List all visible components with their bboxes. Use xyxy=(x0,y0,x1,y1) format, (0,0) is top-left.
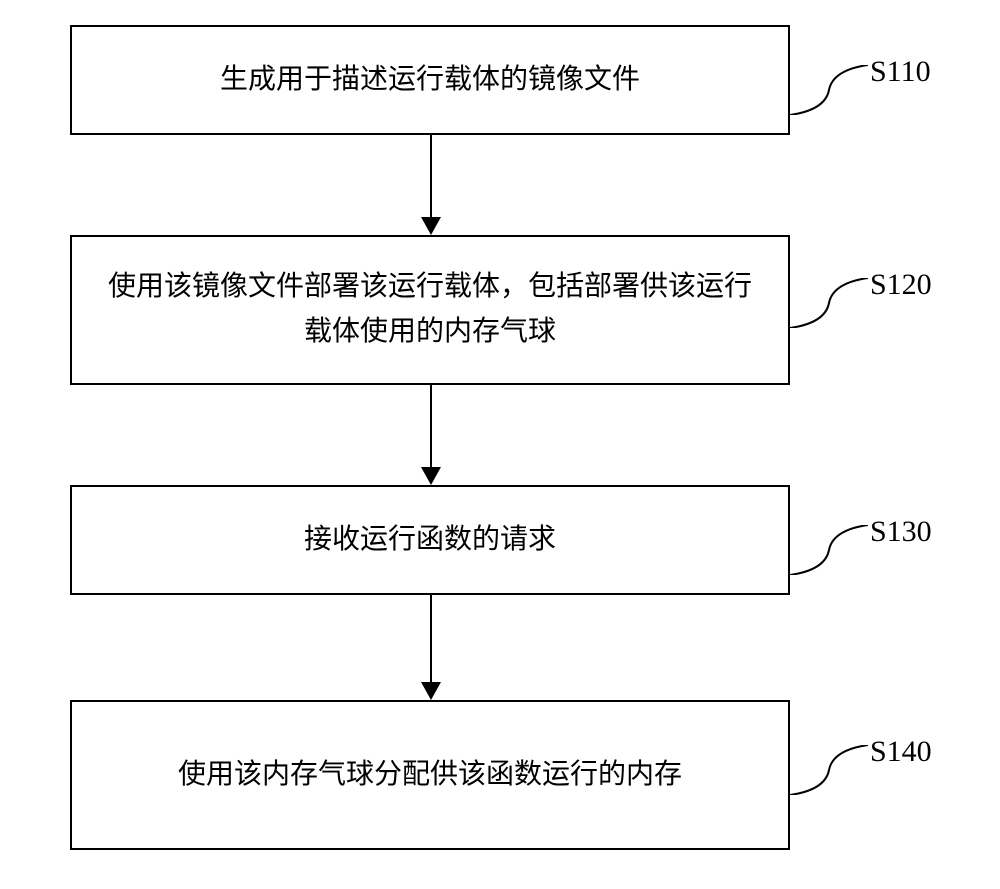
step-label-s140: S140 xyxy=(870,735,932,769)
flowchart-canvas: 生成用于描述运行载体的镜像文件使用该镜像文件部署该运行载体，包括部署供该运行载体… xyxy=(0,0,1000,889)
flow-node-text: 使用该镜像文件部署该运行载体，包括部署供该运行 xyxy=(108,265,752,310)
flow-node-s110: 生成用于描述运行载体的镜像文件 xyxy=(70,25,790,135)
step-label-s110: S110 xyxy=(870,55,931,89)
flow-node-text: 接收运行函数的请求 xyxy=(304,518,556,563)
bracket-s140 xyxy=(790,745,868,795)
flow-node-s130: 接收运行函数的请求 xyxy=(70,485,790,595)
flow-node-text: 使用该内存气球分配供该函数运行的内存 xyxy=(178,753,682,798)
arrow-s120-s130 xyxy=(430,385,432,485)
flow-node-s140: 使用该内存气球分配供该函数运行的内存 xyxy=(70,700,790,850)
flow-node-text: 载体使用的内存气球 xyxy=(108,310,752,355)
step-label-s120: S120 xyxy=(870,268,932,302)
flow-node-text: 生成用于描述运行载体的镜像文件 xyxy=(220,58,640,103)
step-label-s130: S130 xyxy=(870,515,932,549)
arrow-s130-s140 xyxy=(430,595,432,700)
flow-node-s120: 使用该镜像文件部署该运行载体，包括部署供该运行载体使用的内存气球 xyxy=(70,235,790,385)
arrow-s110-s120 xyxy=(430,135,432,235)
bracket-s130 xyxy=(790,525,868,575)
bracket-s120 xyxy=(790,278,868,328)
bracket-s110 xyxy=(790,65,868,115)
